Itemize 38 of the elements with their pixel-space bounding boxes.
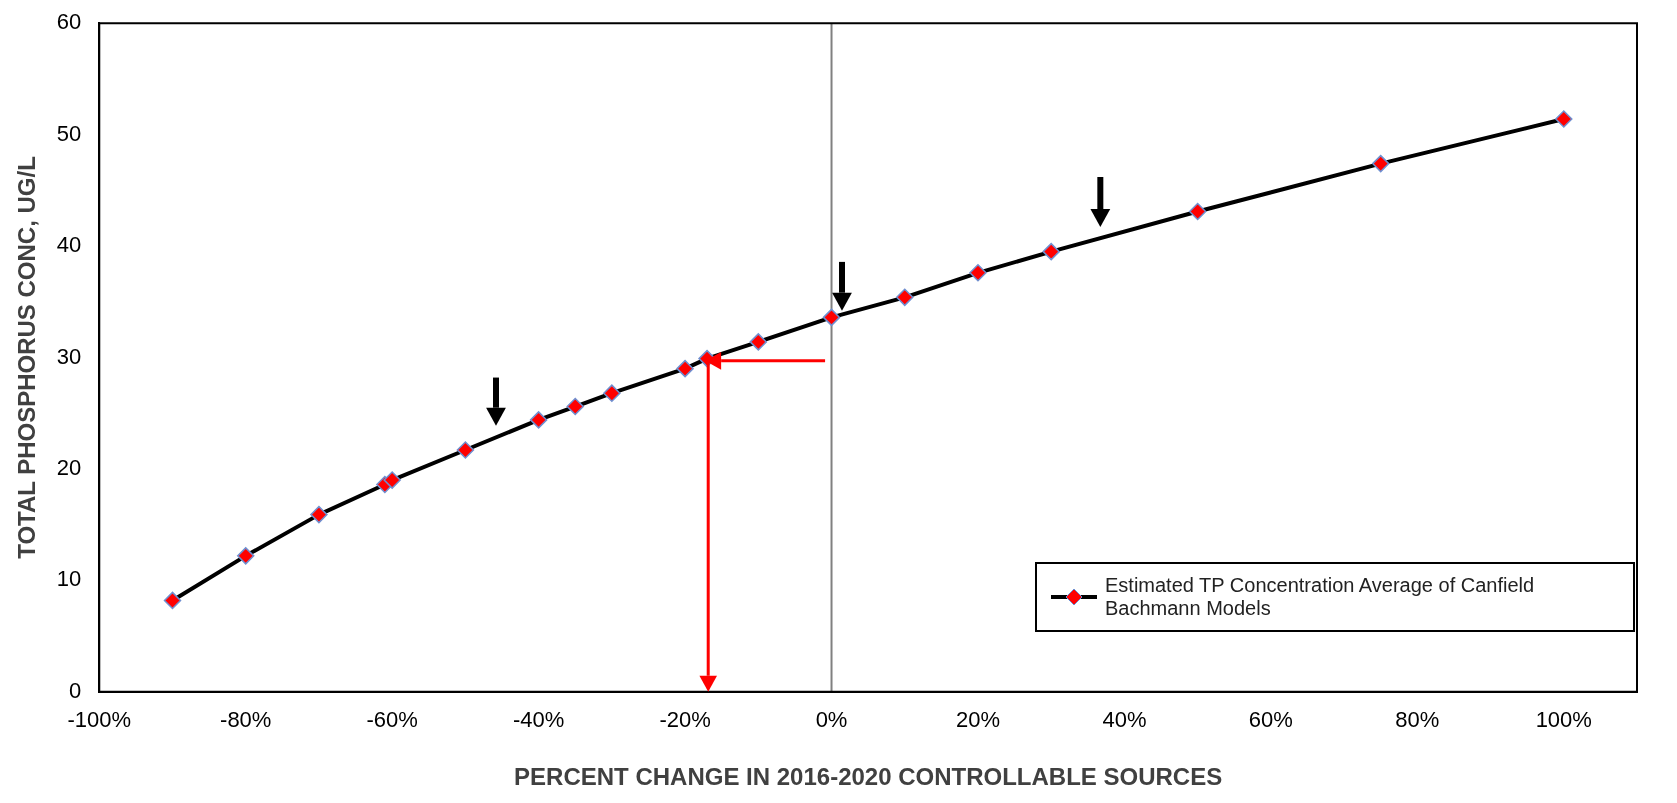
y-tick-label: 50: [56, 120, 82, 146]
point: [383, 471, 401, 489]
y-tick-label: 30: [56, 343, 82, 369]
point: [1555, 110, 1573, 128]
x-tick-label: -20%: [659, 707, 711, 733]
x-axis-title: PERCENT CHANGE IN 2016-2020 CONTROLLABLE SOURCES: [514, 763, 1223, 791]
x-tick-label: 20%: [955, 707, 1000, 733]
x-tick-label: 80%: [1395, 707, 1440, 733]
y-axis-title: TOTAL PHOSPHORUS CONC, UG/L: [13, 156, 41, 559]
point: [603, 384, 621, 402]
point: [896, 288, 914, 307]
point: [236, 547, 255, 565]
x-tick-label: -100%: [67, 707, 132, 733]
point: [529, 411, 548, 429]
x-tick-label: 0%: [815, 707, 848, 733]
x-tick-label: 100%: [1535, 707, 1592, 733]
legend-label: Estimated TP Concentration Average of Canfield Bachmann Models: [1105, 573, 1536, 620]
point: [969, 264, 987, 282]
y-tick-label: 40: [56, 232, 82, 258]
point: [1188, 202, 1207, 221]
y-tick-label: 20: [56, 455, 82, 480]
x-tick-label: -80%: [220, 707, 272, 733]
y-tick-label: 60: [56, 9, 82, 35]
y-tick-label: 0: [69, 677, 82, 703]
x-tick-label: 40%: [1102, 707, 1147, 733]
y-tick-label: 10: [56, 566, 82, 592]
point: [749, 333, 768, 351]
x-tick-label: -60%: [366, 707, 418, 733]
point: [310, 505, 328, 524]
point: [163, 591, 182, 610]
x-tick-label: 60%: [1248, 707, 1293, 733]
point: [676, 359, 694, 378]
x-tick-label: -40%: [512, 707, 565, 733]
point: [1371, 154, 1390, 173]
point: [822, 308, 841, 327]
point: [1042, 242, 1060, 261]
point: [456, 441, 475, 459]
point: [566, 397, 584, 416]
